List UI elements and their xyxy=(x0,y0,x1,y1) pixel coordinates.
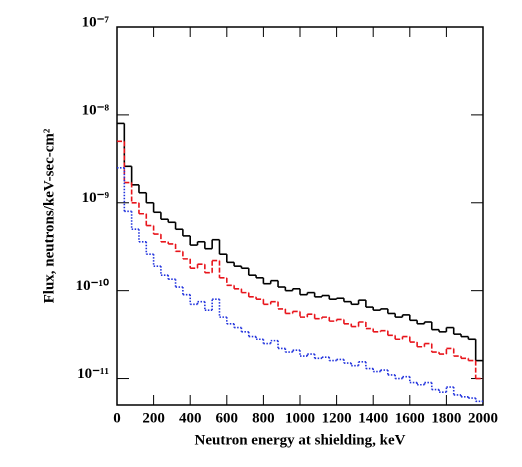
x-tick-label: 600 xyxy=(216,410,239,426)
x-tick-label: 2000 xyxy=(468,410,498,426)
y-tick-label: 10⁻¹⁰ xyxy=(76,278,109,294)
y-tick-label: 10⁻⁹ xyxy=(82,190,110,206)
x-tick-label: 1800 xyxy=(431,410,461,426)
x-tick-label: 1200 xyxy=(322,410,352,426)
y-tick-label: 10⁻⁸ xyxy=(82,102,110,118)
y-tick-label: 10⁻⁷ xyxy=(82,14,110,30)
x-tick-label: 400 xyxy=(179,410,202,426)
x-tick-label: 1600 xyxy=(395,410,425,426)
x-tick-label: 200 xyxy=(142,410,165,426)
x-tick-label: 0 xyxy=(113,410,121,426)
x-axis-label: Neutron energy at shielding, keV xyxy=(195,432,406,448)
x-tick-label: 1000 xyxy=(285,410,315,426)
plot-frame xyxy=(116,26,484,406)
x-tick-label: 1400 xyxy=(358,410,388,426)
x-tick-label: 800 xyxy=(252,410,275,426)
y-axis-label: Flux, neutrons/keV-sec-cm² xyxy=(41,128,57,303)
y-tick-label: 10⁻¹¹ xyxy=(77,366,109,382)
